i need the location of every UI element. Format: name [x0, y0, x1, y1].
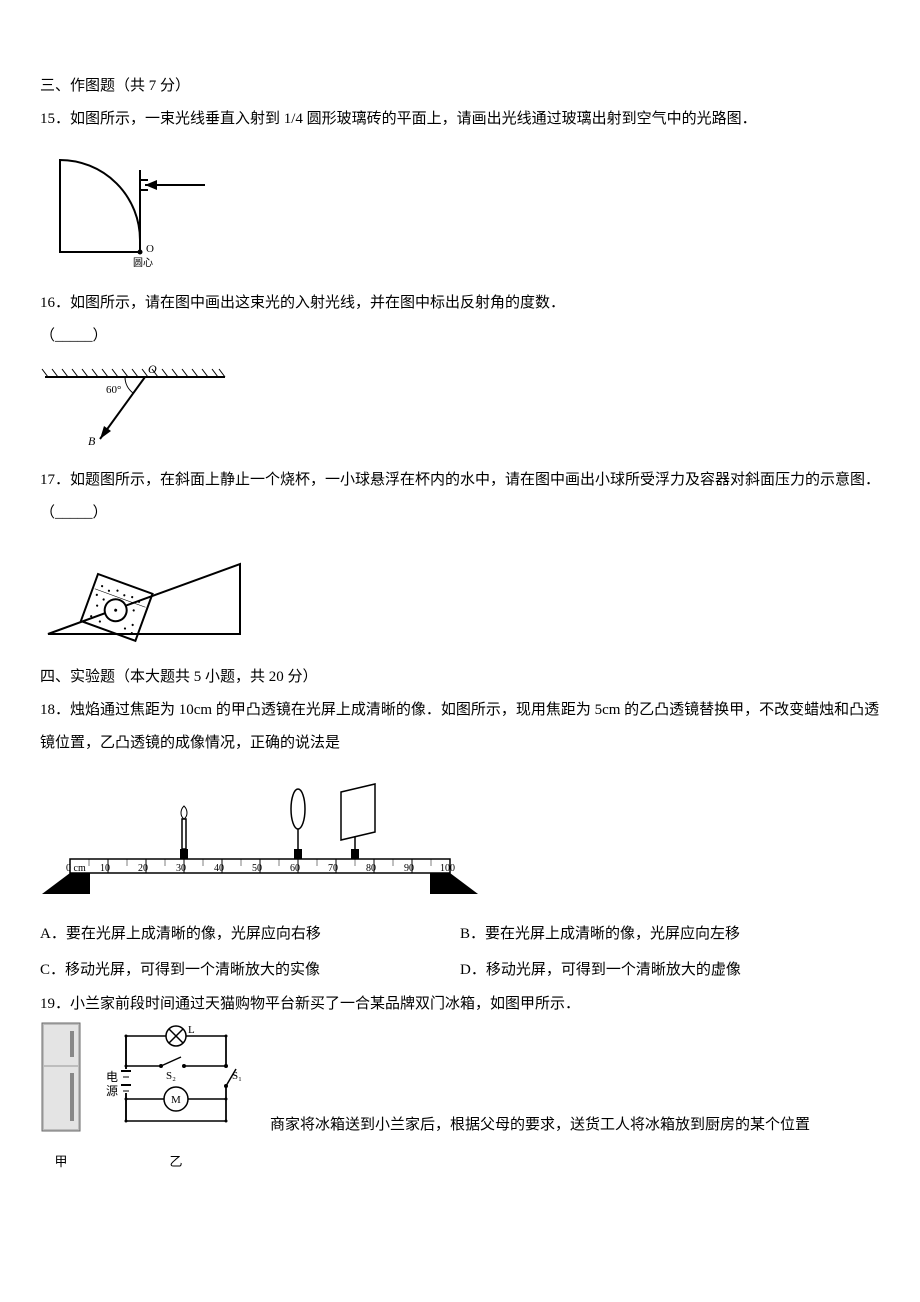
svg-text:50: 50: [252, 863, 262, 874]
svg-text:70: 70: [328, 863, 338, 874]
svg-text:60°: 60°: [106, 384, 121, 396]
q18-opt-c: C．移动光屏，可得到一个清晰放大的实像: [40, 952, 460, 988]
svg-text:60: 60: [290, 863, 300, 874]
q19-figures-row: 甲 电 源 S₁ L: [40, 1021, 880, 1170]
svg-text:O: O: [146, 243, 154, 255]
q18-opt-a: A．要在光屏上成清晰的像，光屏应向右移: [40, 916, 460, 952]
q18-figure: 0 cm 10 20 30 40 50 60 70 80 90 100: [40, 764, 880, 912]
svg-text:20: 20: [138, 863, 148, 874]
svg-text:90: 90: [404, 863, 414, 874]
q19-jia-label: 甲: [40, 1154, 82, 1170]
svg-text:10: 10: [100, 863, 110, 874]
q18-opt-b: B．要在光屏上成清晰的像，光屏应向左移: [460, 916, 880, 952]
q16-blank: （_____）: [40, 320, 108, 353]
section4-heading: 四、实验题（本大题共 5 小题，共 20 分）: [40, 661, 880, 694]
q15-figure: O 圆心: [40, 140, 880, 283]
svg-text:O: O: [148, 362, 157, 376]
q19-tail-text: 商家将冰箱送到小兰家后，根据父母的要求，送货工人将冰箱放到厨房的某个位置: [270, 1109, 880, 1170]
svg-text:30: 30: [176, 863, 186, 874]
svg-text:40: 40: [214, 863, 224, 874]
svg-text:源: 源: [106, 1084, 118, 1098]
svg-text:0 cm: 0 cm: [66, 863, 86, 874]
svg-text:圆心: 圆心: [133, 257, 153, 269]
q19-fig-yi: 电 源 S₁ L: [106, 1021, 246, 1170]
svg-text:100: 100: [440, 863, 455, 874]
svg-text:L: L: [188, 1024, 195, 1036]
q18-options: A．要在光屏上成清晰的像，光屏应向右移 B．要在光屏上成清晰的像，光屏应向左移 …: [40, 916, 880, 988]
svg-text:S₂: S₂: [166, 1070, 176, 1082]
q16-figure: O B 60°: [40, 357, 880, 460]
q17-figure: [40, 534, 880, 657]
svg-text:电: 电: [106, 1070, 118, 1084]
q17-blank: （_____）: [40, 497, 108, 530]
q16-text: 16．如图所示，请在图中画出这束光的入射光线，并在图中标出反射角的度数．: [40, 287, 880, 320]
q19-text: 19．小兰家前段时间通过天猫购物平台新买了一合某品牌双门冰箱，如图甲所示．: [40, 988, 880, 1021]
q19-fig-jia: 甲: [40, 1021, 82, 1170]
q18-opt-d: D．移动光屏，可得到一个清晰放大的虚像: [460, 952, 880, 988]
q19-yi-label: 乙: [106, 1154, 246, 1170]
svg-text:S₁: S₁: [232, 1070, 242, 1082]
q15-text: 15．如图所示，一束光线垂直入射到 1/4 圆形玻璃砖的平面上，请画出光线通过玻…: [40, 103, 880, 136]
q17-text: 17．如题图所示，在斜面上静止一个烧杯，一小球悬浮在杯内的水中，请在图中画出小球…: [40, 464, 880, 497]
section3-heading: 三、作图题（共 7 分）: [40, 70, 880, 103]
svg-text:80: 80: [366, 863, 376, 874]
svg-text:M: M: [171, 1094, 181, 1106]
svg-text:B: B: [88, 434, 96, 447]
q18-text: 18．烛焰通过焦距为 10cm 的甲凸透镜在光屏上成清晰的像．如图所示，现用焦距…: [40, 694, 880, 760]
